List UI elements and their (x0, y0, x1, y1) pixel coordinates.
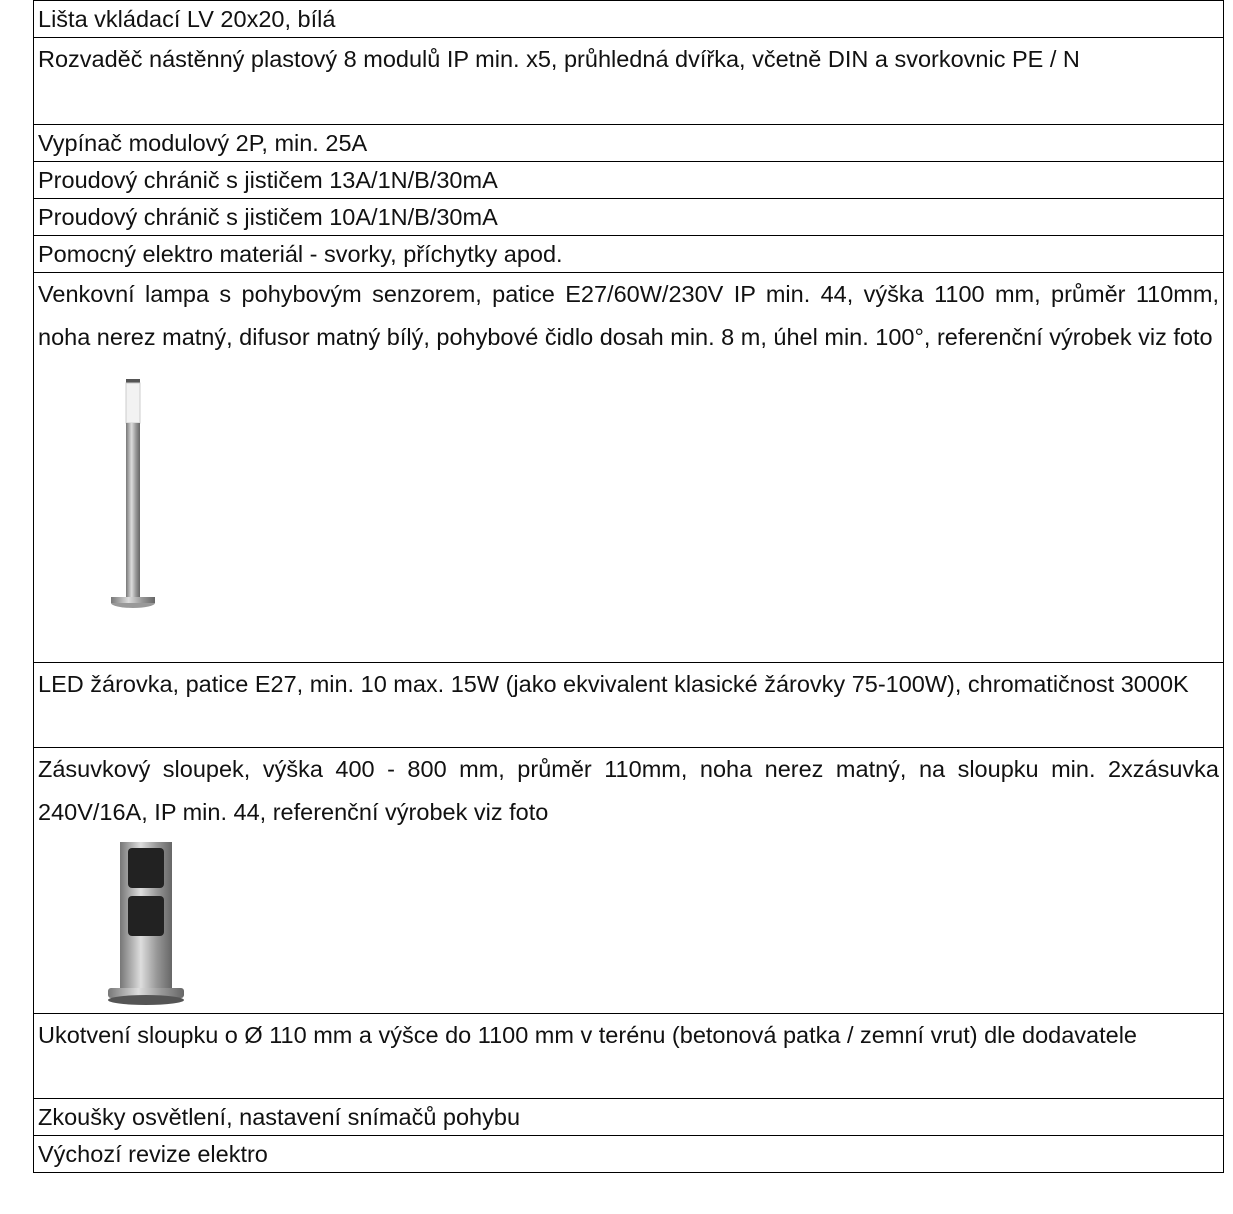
row-text: Ukotvení sloupku o Ø 110 mm a výšce do 1… (38, 1014, 1219, 1057)
row-text: Proudový chránič s jističem 10A/1N/B/30m… (38, 199, 1219, 236)
lamp-photo (38, 359, 238, 614)
row: Vypínač modulový 2P, min. 25A (34, 125, 1223, 162)
row: Lišta vkládací LV 20x20, bílá (34, 1, 1223, 38)
row-text: Proudový chránič s jističem 13A/1N/B/30m… (38, 162, 1219, 199)
row-text: LED žárovka, patice E27, min. 10 max. 15… (38, 663, 1219, 706)
row: Venkovní lampa s pohybovým senzorem, pat… (34, 273, 1223, 663)
table: Lišta vkládací LV 20x20, bílá Rozvaděč n… (33, 0, 1224, 1173)
row-text: Rozvaděč nástěnný plastový 8 modulů IP m… (38, 38, 1219, 81)
row-text: Venkovní lampa s pohybovým senzorem, pat… (38, 273, 1219, 359)
row: Zásuvkový sloupek, výška 400 - 800 mm, p… (34, 748, 1223, 1014)
row: Ukotvení sloupku o Ø 110 mm a výšce do 1… (34, 1014, 1223, 1099)
row-text: Vypínač modulový 2P, min. 25A (38, 125, 1219, 162)
row: Rozvaděč nástěnný plastový 8 modulů IP m… (34, 38, 1223, 125)
row-text: Výchozí revize elektro (38, 1136, 1219, 1173)
row-text: Pomocný elektro materiál - svorky, přích… (38, 236, 1219, 273)
row: Proudový chránič s jističem 10A/1N/B/30m… (34, 199, 1223, 236)
row: LED žárovka, patice E27, min. 10 max. 15… (34, 663, 1223, 748)
row: Pomocný elektro materiál - svorky, přích… (34, 236, 1223, 273)
row: Výchozí revize elektro (34, 1136, 1223, 1173)
row-text: Zkoušky osvětlení, nastavení snímačů poh… (38, 1099, 1219, 1136)
row: Proudový chránič s jističem 13A/1N/B/30m… (34, 162, 1223, 199)
row-text: Lišta vkládací LV 20x20, bílá (38, 1, 1219, 38)
row-text: Zásuvkový sloupek, výška 400 - 800 mm, p… (38, 748, 1219, 834)
row: Zkoušky osvětlení, nastavení snímačů poh… (34, 1099, 1223, 1136)
socket-post-photo (38, 834, 238, 1009)
